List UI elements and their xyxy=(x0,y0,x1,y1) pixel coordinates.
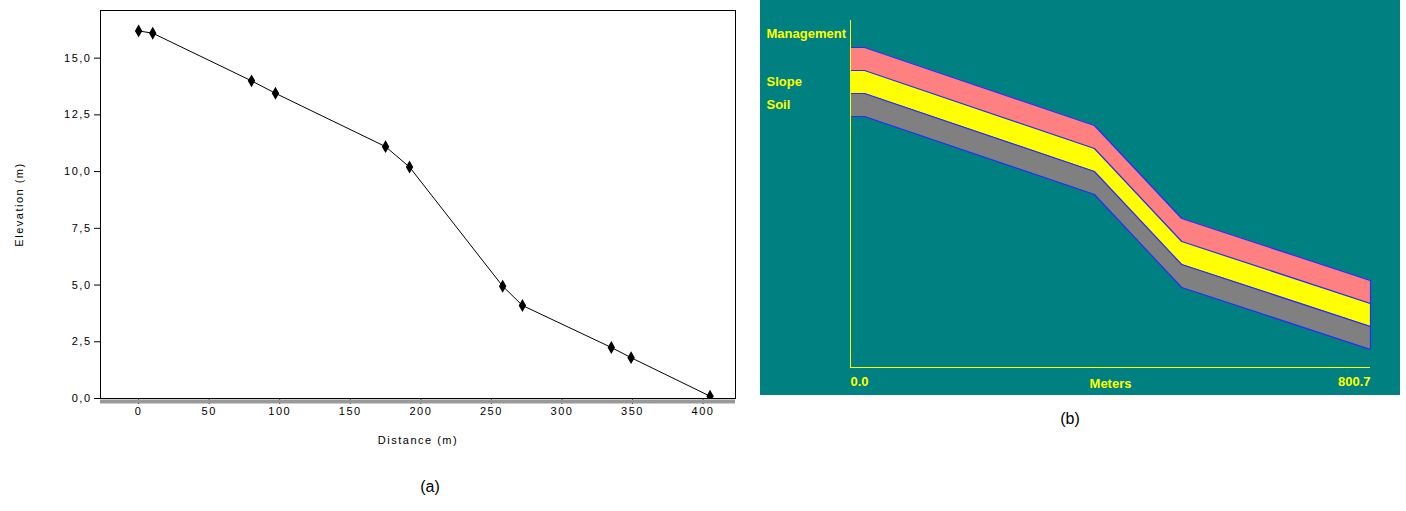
svg-text:12,5: 12,5 xyxy=(64,108,91,120)
svg-text:200: 200 xyxy=(409,405,432,417)
svg-text:Elevation (m): Elevation (m) xyxy=(13,162,25,246)
svg-text:300: 300 xyxy=(551,405,574,417)
svg-text:350: 350 xyxy=(621,405,644,417)
svg-text:250: 250 xyxy=(480,405,503,417)
svg-text:Slope: Slope xyxy=(767,74,802,89)
svg-text:50: 50 xyxy=(202,405,217,417)
svg-text:0.0: 0.0 xyxy=(851,374,869,389)
svg-text:0,0: 0,0 xyxy=(72,392,92,404)
svg-text:15,0: 15,0 xyxy=(64,52,91,64)
svg-text:Distance (m): Distance (m) xyxy=(378,434,458,446)
svg-text:10,0: 10,0 xyxy=(64,165,91,177)
html-text:(a): (a) xyxy=(420,478,440,495)
svg-text:Management: Management xyxy=(767,26,847,41)
html-text:(b): (b) xyxy=(1060,410,1080,427)
svg-text:800.7: 800.7 xyxy=(1338,374,1371,389)
svg-text:Meters: Meters xyxy=(1090,376,1132,391)
svg-text:100: 100 xyxy=(268,405,291,417)
svg-text:7,5: 7,5 xyxy=(72,222,92,234)
svg-text:5,0: 5,0 xyxy=(72,279,92,291)
svg-text:2,5: 2,5 xyxy=(72,335,92,347)
svg-text:400: 400 xyxy=(692,405,715,417)
svg-text:0: 0 xyxy=(135,405,143,417)
svg-text:150: 150 xyxy=(339,405,362,417)
svg-text:Soil: Soil xyxy=(767,97,791,112)
